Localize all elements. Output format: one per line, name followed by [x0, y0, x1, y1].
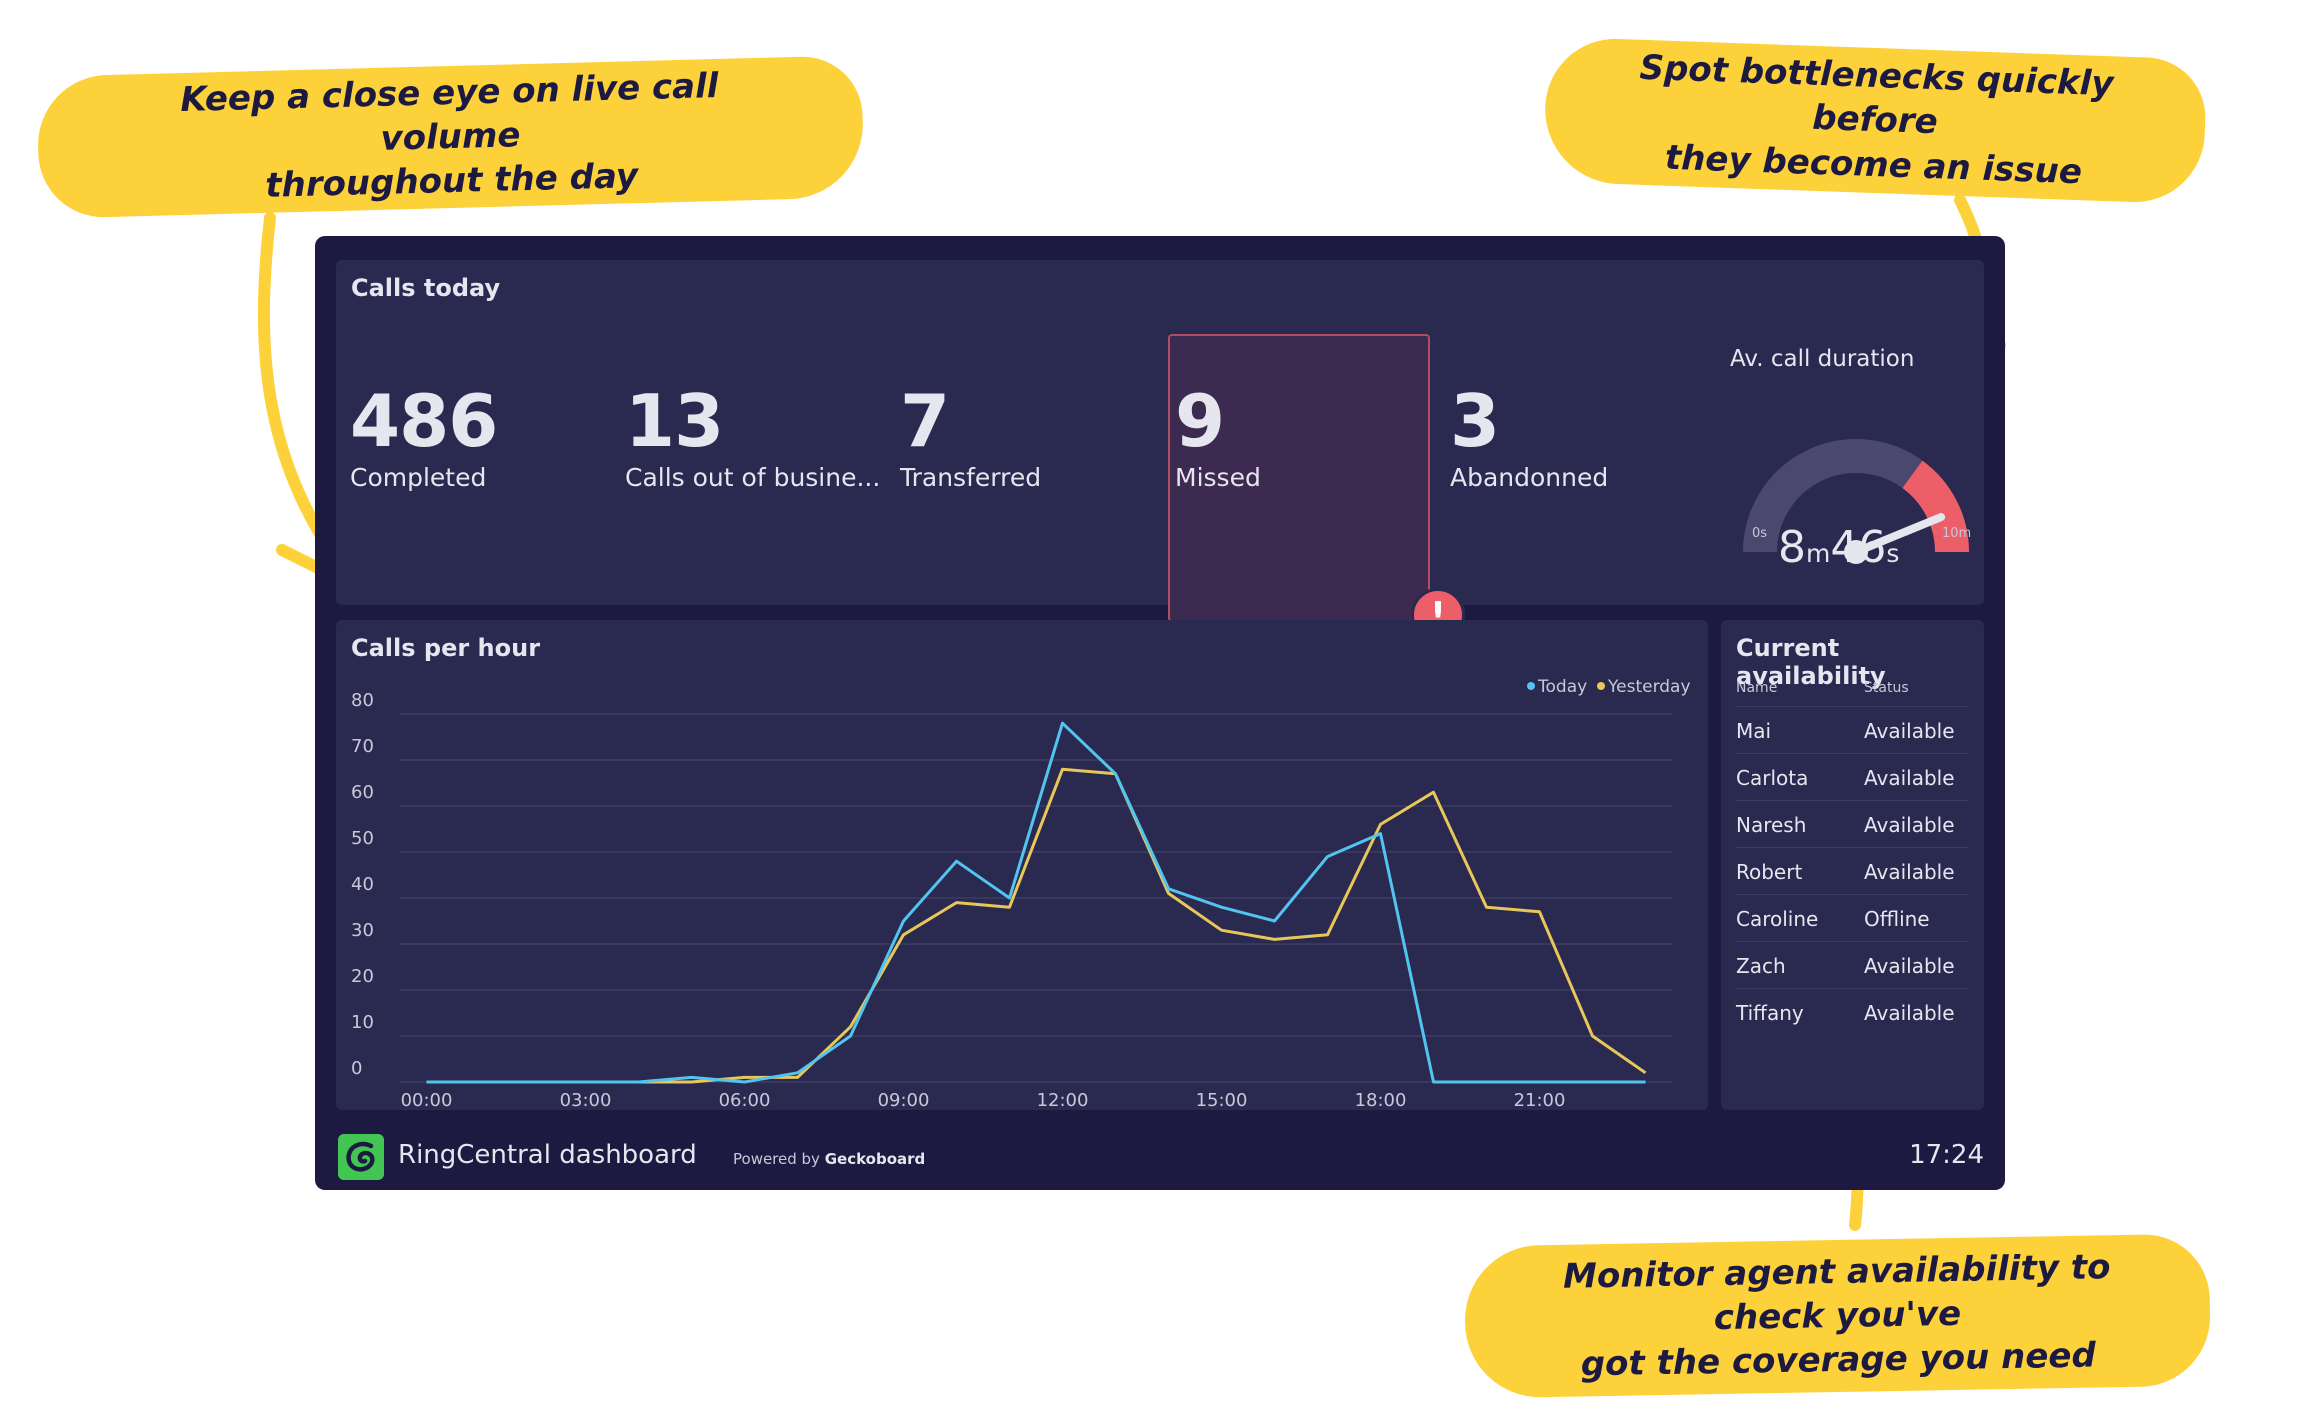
- gauge-danger-zone: [1901, 460, 1969, 553]
- y-tick-label: 20: [351, 966, 374, 987]
- availability-table: Name Status Mai Available Carlota Availabl…: [1736, 676, 1969, 1036]
- gauge-seconds-unit: s: [1886, 539, 1900, 568]
- stat-label: Missed: [1175, 463, 1261, 492]
- gauge-track: [1743, 439, 1923, 553]
- stat-completed[interactable]: 486 Completed: [350, 379, 498, 492]
- table-row[interactable]: Robert Available: [1736, 847, 1969, 895]
- gauge-value: 8m46s: [1778, 522, 1899, 573]
- legend-label-yesterday: Yesterday: [1607, 677, 1691, 697]
- legend-label-today: Today: [1537, 677, 1587, 697]
- table-row[interactable]: Tiffany Available: [1736, 989, 1969, 1036]
- clock: 17:24: [1909, 1140, 1984, 1170]
- table-header-row: Name Status: [1736, 676, 1969, 707]
- y-tick-label: 40: [351, 874, 374, 895]
- column-header-status: Status: [1864, 676, 1969, 707]
- gauge-needle: [1852, 513, 1946, 556]
- legend-marker-today: [1527, 682, 1535, 690]
- callout-live-volume: Keep a close eye on live call volume thr…: [36, 55, 865, 219]
- y-tick-label: 50: [351, 828, 374, 849]
- powered-by-brand: Geckoboard: [824, 1150, 926, 1168]
- y-tick-label: 10: [351, 1012, 374, 1033]
- agent-name: Zach: [1736, 941, 1864, 989]
- availability-panel: Current availability Name Status Mai Avai…: [1721, 620, 1984, 1110]
- table-row[interactable]: Mai Available: [1736, 706, 1969, 754]
- calls-today-panel: Calls today 486 Completed 13 Calls out o…: [336, 260, 1984, 642]
- series-line-yesterday: [426, 767, 1647, 1084]
- agent-name: Naresh: [1736, 800, 1864, 848]
- agent-status: Available: [1864, 1001, 1955, 1026]
- x-tick-label: 03:00: [560, 1090, 612, 1110]
- agent-name: Carlota: [1736, 753, 1864, 801]
- x-tick-label: 12:00: [1037, 1090, 1089, 1110]
- stat-transferred[interactable]: 7 Transferred: [900, 385, 1041, 492]
- dashboard-window: Calls today 486 Completed 13 Calls out o…: [315, 236, 2005, 1190]
- duration-gauge: [1743, 439, 1969, 564]
- stat-label: Completed: [350, 463, 487, 492]
- calls-today-title: Calls today: [351, 274, 501, 302]
- stat-missed[interactable]: 9 Missed: [1175, 385, 1261, 492]
- x-tick-label: 00:00: [401, 1090, 453, 1110]
- y-tick-label: 0: [351, 1058, 362, 1079]
- series-line-today: [426, 721, 1646, 1084]
- stat-value: 3: [1450, 379, 1500, 463]
- agent-status: Available: [1864, 706, 1969, 754]
- agent-status: Available: [1864, 753, 1969, 801]
- calls-per-hour-panel: Calls per hour 0 10 20 30 40 50 60 70 80 00:00 03:…: [336, 620, 1708, 1110]
- gauge-hub: [1844, 540, 1868, 564]
- gauge-title: Av. call duration: [1730, 346, 1915, 372]
- stat-label: Transferred: [900, 463, 1042, 492]
- gauge-min-label: 0s: [1752, 526, 1768, 541]
- table-row[interactable]: Naresh Available: [1736, 800, 1969, 848]
- y-tick-label: 70: [351, 736, 374, 757]
- x-tick-label: 06:00: [719, 1090, 771, 1110]
- gauge-minutes-unit: m: [1806, 539, 1831, 568]
- y-tick-label: 30: [351, 920, 374, 941]
- gauge-minutes: 8: [1778, 522, 1806, 573]
- stat-out-of-business-hours[interactable]: 13 Calls out of busine...: [625, 385, 880, 492]
- powered-by: Powered by Geckoboard: [733, 1150, 925, 1168]
- stat-value: 486: [350, 379, 498, 463]
- dashboard-name: RingCentral dashboard: [398, 1140, 697, 1170]
- callout-bottlenecks: Spot bottlenecks quickly before they bec…: [1542, 36, 2208, 205]
- table-row[interactable]: Caroline Offline: [1736, 894, 1969, 942]
- gauge-max-label: 10m: [1942, 526, 1972, 541]
- gauge-seconds: 46: [1830, 522, 1887, 573]
- stat-value: 9: [1175, 379, 1225, 463]
- callout-availability: Monitor agent availability to check you'…: [1463, 1233, 2212, 1399]
- stat-value: 7: [900, 379, 950, 463]
- dashboard-footer: RingCentral dashboard Powered by Geckobo…: [336, 1130, 1984, 1180]
- agent-status: Available: [1864, 941, 1969, 989]
- agent-status: Available: [1864, 800, 1969, 848]
- agent-name: Caroline: [1736, 894, 1864, 942]
- agent-name: Tiffany: [1736, 1001, 1804, 1026]
- callout-line: Monitor agent availability to check you'…: [1562, 1246, 2111, 1339]
- missed-alert-highlight: [1168, 334, 1430, 622]
- x-tick-label: 15:00: [1196, 1090, 1248, 1110]
- x-tick-label: 21:00: [1514, 1090, 1566, 1110]
- geckoboard-logo-icon: [338, 1134, 384, 1180]
- stat-value: 13: [625, 379, 724, 463]
- agent-status: Available: [1864, 847, 1969, 895]
- agent-name: Robert: [1736, 847, 1864, 895]
- y-tick-label: 80: [351, 690, 374, 711]
- table-row[interactable]: Carlota Available: [1736, 753, 1969, 801]
- stat-label: Abandonned: [1450, 463, 1609, 492]
- table-row[interactable]: Zach Available: [1736, 941, 1969, 989]
- legend-marker-yesterday: [1597, 682, 1605, 690]
- y-tick-label: 60: [351, 782, 374, 803]
- x-tick-label: 18:00: [1355, 1090, 1407, 1110]
- agent-status: Offline: [1864, 894, 1969, 942]
- column-header-name: Name: [1736, 676, 1864, 707]
- stat-abandoned[interactable]: 3 Abandonned: [1450, 385, 1608, 492]
- agent-name: Mai: [1736, 706, 1864, 754]
- x-tick-label: 09:00: [878, 1090, 930, 1110]
- calls-per-hour-chart[interactable]: 0 10 20 30 40 50 60 70 80 00:00 03:00 06:00 09:00 12:…: [336, 620, 1708, 1110]
- stat-label: Calls out of busine...: [625, 463, 881, 492]
- chart-title: Calls per hour: [351, 634, 541, 662]
- powered-by-text: Powered by: [733, 1150, 820, 1168]
